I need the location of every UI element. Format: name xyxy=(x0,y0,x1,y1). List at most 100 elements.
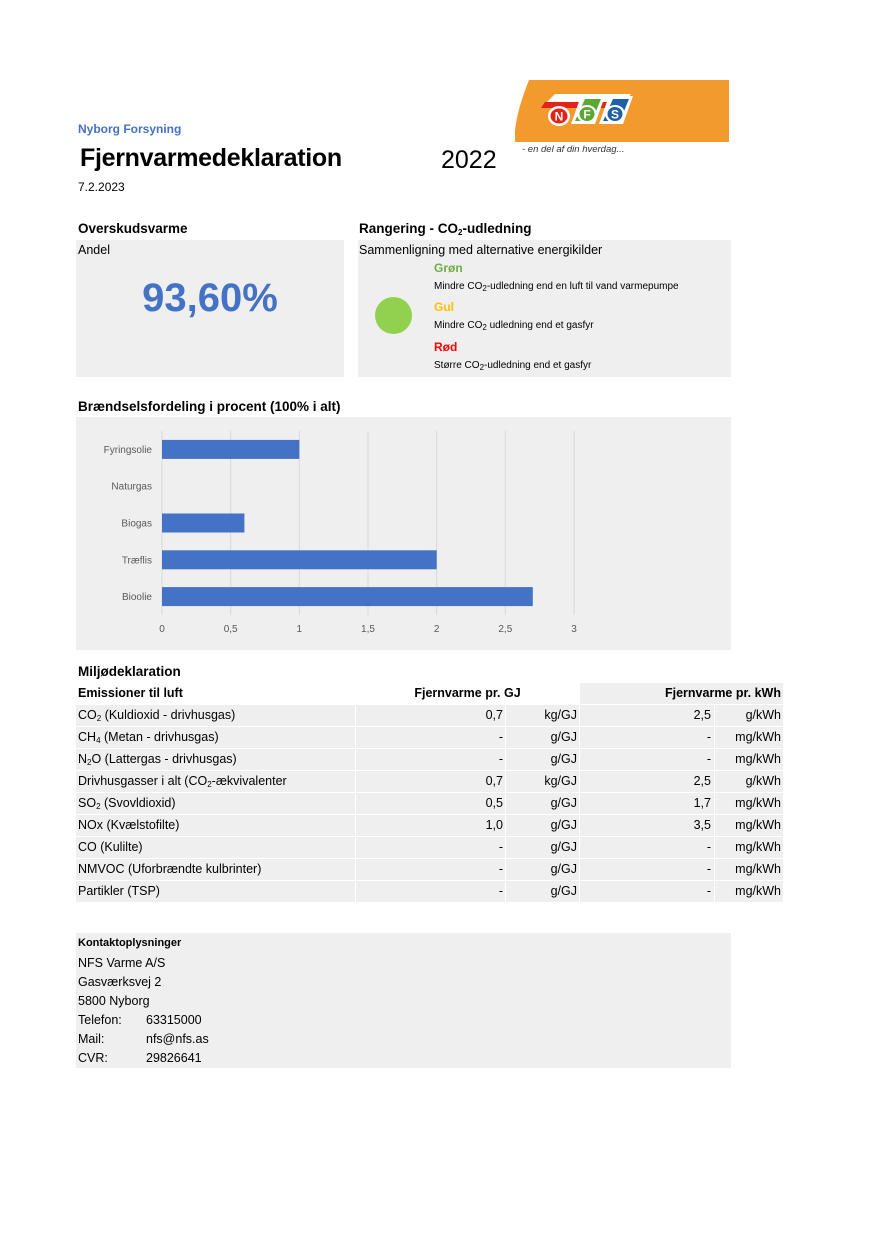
bar-træflis xyxy=(162,550,437,570)
emission-name-pre: Drivhusgasser i alt (CO xyxy=(78,774,208,788)
col-header-per-kwh: Fjernvarme pr. kWh xyxy=(580,683,783,704)
table-row: N2O (Lattergas - drivhusgas) - g/GJ - mg/kWh xyxy=(76,749,783,770)
category-label: Træflis xyxy=(122,555,152,566)
unit-per-gj: g/GJ xyxy=(506,837,579,858)
value-per-kwh: - xyxy=(580,749,714,770)
table-row: CH4 (Metan - drivhusgas) - g/GJ - mg/kWh xyxy=(76,727,783,748)
emission-name: CO (Kulilte) xyxy=(76,837,355,858)
section-heading-braendsel: Brændselsfordeling i procent (100% i alt… xyxy=(78,399,341,414)
andel-label: Andel xyxy=(78,243,110,257)
logo-letter-s: S xyxy=(611,108,619,122)
emission-name-sub: 4 xyxy=(96,736,101,745)
table-row: CO (Kulilte) - g/GJ - mg/kWh xyxy=(76,837,783,858)
emission-name-pre: NMVOC (Uforbrændte kulbrinter) xyxy=(78,862,262,876)
value-per-kwh: - xyxy=(580,837,714,858)
table-row: NMVOC (Uforbrændte kulbrinter) - g/GJ - mg/k… xyxy=(76,859,783,880)
chart-bars xyxy=(162,439,533,607)
rating-desc-rod: Større CO2-udledning end et gasfyr xyxy=(434,360,591,372)
contact-phone-label: Telefon: xyxy=(78,1013,122,1027)
emissions-table: Emissioner til luft Fjernvarme pr. GJ Fj… xyxy=(76,683,783,903)
value-per-kwh: 3,5 xyxy=(580,815,714,836)
contact-mail-label: Mail: xyxy=(78,1032,105,1046)
unit-per-gj: g/GJ xyxy=(506,749,579,770)
bar-bioolie xyxy=(162,587,533,607)
contact-cvr-label: CVR: xyxy=(78,1051,108,1065)
unit-per-gj: kg/GJ xyxy=(506,771,579,792)
bar-biogas xyxy=(162,513,245,533)
logo-badge-s: S xyxy=(599,96,633,124)
logo-tagline: - en del af din hverdag... xyxy=(522,144,625,155)
emission-name-pre: SO xyxy=(78,796,97,810)
document-title: Fjernvarmedeklaration xyxy=(80,144,342,172)
section-heading-rangering: Rangering - CO2-udledning xyxy=(359,221,531,237)
emission-name: Drivhusgasser i alt (CO2-ækvivalenter xyxy=(76,771,355,792)
rating-desc-gul: Mindre CO2 udledning end et gasfyr xyxy=(434,320,594,332)
logo-badge-n: N xyxy=(548,106,570,126)
unit-per-kwh: mg/kWh xyxy=(715,881,783,902)
unit-per-kwh: mg/kWh xyxy=(715,749,783,770)
category-label: Naturgas xyxy=(111,482,152,493)
desc-post: -udledning end en luft til vand varmepum… xyxy=(486,281,679,292)
x-tick-label: 1 xyxy=(297,624,303,635)
value-per-gj: 0,5 xyxy=(356,793,505,814)
chart-tick-labels: 0 0,5 1 1,5 2 2,5 3 xyxy=(159,624,577,635)
emission-name-post: (Kuldioxid - drivhusgas) xyxy=(101,708,236,722)
desc-post: -udledning end et gasfyr xyxy=(484,360,592,371)
category-label: Biogas xyxy=(121,519,152,530)
nfs-logo: N F S xyxy=(515,80,729,142)
unit-per-kwh: g/kWh xyxy=(715,705,783,726)
unit-per-kwh: mg/kWh xyxy=(715,859,783,880)
value-per-kwh: - xyxy=(580,859,714,880)
unit-per-kwh: g/kWh xyxy=(715,771,783,792)
desc-pre: Mindre CO xyxy=(434,281,483,292)
x-tick-label: 0 xyxy=(159,624,165,635)
x-tick-label: 1,5 xyxy=(361,624,375,635)
value-per-kwh: 1,7 xyxy=(580,793,714,814)
emission-name: Partikler (TSP) xyxy=(76,881,355,902)
emission-name-pre: CH xyxy=(78,730,97,744)
x-tick-label: 3 xyxy=(571,624,577,635)
value-per-gj: - xyxy=(356,749,505,770)
value-per-kwh: - xyxy=(580,881,714,902)
logo-letter-n: N xyxy=(555,110,564,124)
contact-company: NFS Varme A/S xyxy=(78,956,166,970)
overskudsvarme-panel xyxy=(76,240,344,377)
table-row: NOx (Kvælstofilte) 1,0 g/GJ 3,5 mg/kWh xyxy=(76,815,783,836)
rangering-subheading: Sammenligning med alternative energikild… xyxy=(359,243,603,257)
emission-name-post: (Svovldioxid) xyxy=(100,796,176,810)
emission-name-sub: 2 xyxy=(207,780,212,789)
unit-per-kwh: mg/kWh xyxy=(715,815,783,836)
table-header-row: Emissioner til luft Fjernvarme pr. GJ Fj… xyxy=(76,683,783,704)
emission-name-pre: NOx (Kvælstofilte) xyxy=(78,818,180,832)
category-label: Fyringsolie xyxy=(104,445,153,456)
emission-name: N2O (Lattergas - drivhusgas) xyxy=(76,749,355,770)
logo-letter-f: F xyxy=(583,108,590,122)
emission-name-post: (Metan - drivhusgas) xyxy=(100,730,219,744)
fuel-distribution-chart: FyringsolieNaturgasBiogasTræflisBioolie … xyxy=(104,431,577,635)
contact-panel xyxy=(76,933,731,1068)
unit-per-gj: g/GJ xyxy=(506,881,579,902)
col-header-emissions: Emissioner til luft xyxy=(76,683,355,704)
chart-grid xyxy=(161,431,575,615)
document-date: 7.2.2023 xyxy=(78,180,125,194)
value-per-gj: 1,0 xyxy=(356,815,505,836)
contact-mail: nfs@nfs.as xyxy=(146,1032,209,1046)
contact-city: 5800 Nyborg xyxy=(78,994,150,1008)
rangering-panel xyxy=(358,240,731,377)
emission-name-sub: 2 xyxy=(96,802,101,811)
unit-per-gj: g/GJ xyxy=(506,859,579,880)
unit-per-gj: g/GJ xyxy=(506,727,579,748)
x-tick-label: 0,5 xyxy=(224,624,238,635)
emission-name-post: -ækvivalenter xyxy=(211,774,287,788)
table-row: CO2 (Kuldioxid - drivhusgas) 0,7 kg/GJ 2,5 g… xyxy=(76,705,783,726)
desc-sub: 2 xyxy=(479,363,485,372)
emissions-rows: CO2 (Kuldioxid - drivhusgas) 0,7 kg/GJ 2,5 g… xyxy=(76,705,783,902)
contact-phone: 63315000 xyxy=(146,1013,202,1027)
rating-level-gul: Gul xyxy=(434,300,454,314)
rangering-heading-post: -udledning xyxy=(462,221,532,236)
value-per-kwh: 2,5 xyxy=(580,771,714,792)
emission-name-pre: CO (Kulilte) xyxy=(78,840,143,854)
logo-badge-f: F xyxy=(571,96,605,124)
value-per-gj: - xyxy=(356,727,505,748)
desc-pre: Større CO xyxy=(434,360,480,371)
